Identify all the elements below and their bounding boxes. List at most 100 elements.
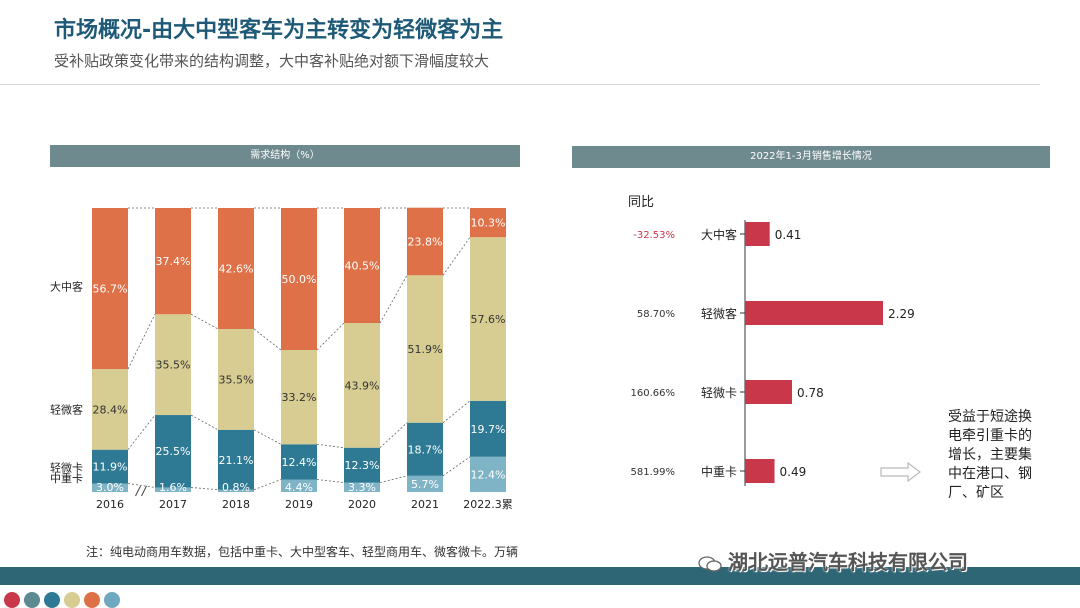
data-label: 51.9% xyxy=(408,343,443,356)
data-label: 3.0% xyxy=(96,481,124,494)
growth-bar xyxy=(745,301,883,325)
growth-bar xyxy=(745,380,793,404)
data-label: 33.2% xyxy=(282,391,317,404)
axis-break-mark xyxy=(135,485,141,497)
growth-bar xyxy=(745,222,770,246)
data-label: 3.3% xyxy=(348,481,376,494)
data-label: 11.9% xyxy=(93,461,128,474)
data-label: 0.8% xyxy=(222,481,250,494)
data-label: 57.6% xyxy=(471,313,506,326)
bar-segment xyxy=(281,479,317,492)
value-label: 2.29 xyxy=(888,307,915,321)
decor-dot xyxy=(64,592,80,608)
bar-segment xyxy=(218,328,254,430)
x-tick-label: 2018 xyxy=(222,498,250,510)
legend-label: 大中客 xyxy=(50,280,83,294)
data-label: 25.5% xyxy=(156,445,191,458)
connector-line xyxy=(190,487,219,491)
bar-segment xyxy=(281,350,317,445)
bar-segment xyxy=(470,208,506,238)
bar-segment xyxy=(92,449,128,484)
axis-break-mark xyxy=(141,485,147,497)
x-tick-label: 2016 xyxy=(96,498,124,510)
yoy-label: 160.66% xyxy=(631,388,676,399)
data-label: 43.9% xyxy=(345,379,380,392)
connector-line xyxy=(442,237,471,276)
page-title: 市场概况-由大中型客车为主转变为轻微客为主 xyxy=(54,18,504,43)
yoy-heading: 同比 xyxy=(628,195,654,210)
legend-label: 中重卡 xyxy=(50,471,83,485)
bar-segment xyxy=(155,314,191,416)
data-label: 42.6% xyxy=(219,262,254,275)
category-label: 轻微客 xyxy=(701,306,737,321)
stacked-bar-chart: 2016 2017 2018 2019 2020 2021 2022.3累 3.0% 11.9%… xyxy=(50,207,513,510)
decor-dot xyxy=(44,592,60,608)
data-label: 12.4% xyxy=(282,456,317,469)
category-label: 大中客 xyxy=(701,227,737,242)
x-tick-label: 2020 xyxy=(348,498,376,510)
bar-segment xyxy=(344,323,380,448)
bar-segment xyxy=(218,208,254,329)
bar-segment xyxy=(407,275,443,423)
bar-segment xyxy=(92,369,128,450)
title-divider xyxy=(0,84,1040,85)
legend-label: 轻微客 xyxy=(50,402,83,416)
connector-line xyxy=(379,275,408,324)
bar-segment xyxy=(281,444,317,480)
bar-segment xyxy=(344,208,380,324)
data-label: 21.1% xyxy=(219,454,254,467)
bar-segment xyxy=(218,429,254,490)
data-label: 12.4% xyxy=(471,468,506,481)
data-label: 37.4% xyxy=(156,255,191,268)
data-label: 40.5% xyxy=(345,260,380,273)
connector-line xyxy=(190,414,219,431)
growth-chart-header: 2022年1-3月销售增长情况 xyxy=(572,146,1050,168)
arrow-right-icon xyxy=(880,461,921,483)
connector-line xyxy=(442,456,471,477)
bar-segment xyxy=(470,237,506,401)
data-label: 1.6% xyxy=(159,481,187,494)
connector-line xyxy=(253,479,282,491)
wechat-icon xyxy=(698,555,722,572)
bar-segment xyxy=(92,208,128,370)
x-tick-label: 2019 xyxy=(285,498,313,510)
footer-band xyxy=(0,567,1080,585)
connector-line xyxy=(316,443,345,449)
connector-line xyxy=(379,475,408,484)
data-label: 35.5% xyxy=(219,373,254,386)
connector-line xyxy=(442,400,471,424)
yoy-label: -32.53% xyxy=(633,230,675,241)
data-label: 23.8% xyxy=(408,236,443,249)
annotation-note: 受益于短途换电牵引重卡的增长，主要集中在港口、钢厂、矿区 xyxy=(948,409,1032,501)
bar-segment xyxy=(344,447,380,483)
bar-segment xyxy=(155,415,191,488)
watermark: 湖北远普汽车科技有限公司 xyxy=(698,546,968,575)
data-label: 19.7% xyxy=(471,423,506,436)
growth-bar xyxy=(745,459,775,483)
x-tick-label: 2021 xyxy=(411,498,439,510)
page-subtitle: 受补贴政策变化带来的结构调整，大中客补贴绝对额下滑幅度较大 xyxy=(54,52,490,70)
connector-line xyxy=(253,429,282,445)
value-label: 0.78 xyxy=(797,386,824,400)
connector-line xyxy=(190,313,219,330)
bar-segment xyxy=(281,208,317,350)
bar-segment xyxy=(155,487,191,492)
category-label: 中重卡 xyxy=(701,464,737,479)
decor-dot xyxy=(84,592,100,608)
data-label: 12.3% xyxy=(345,459,380,472)
decor-dot xyxy=(24,592,40,608)
legend-label: 轻微卡 xyxy=(50,460,83,474)
decor-dot xyxy=(104,592,120,608)
data-label: 18.7% xyxy=(408,443,443,456)
connector-line xyxy=(379,422,408,448)
value-label: 0.41 xyxy=(775,228,802,242)
watermark-text: 湖北远普汽车科技有限公司 xyxy=(728,550,968,574)
bar-segment xyxy=(218,489,254,492)
data-label: 35.5% xyxy=(156,359,191,372)
footnote: 注：纯电动商用车数据，包括中重卡、大中型客车、轻型商用车、微客微卡。万辆 xyxy=(86,545,519,559)
connector-line xyxy=(127,314,156,370)
connector-line xyxy=(316,479,345,484)
connector-line xyxy=(127,483,156,488)
bar-segment xyxy=(470,456,506,492)
